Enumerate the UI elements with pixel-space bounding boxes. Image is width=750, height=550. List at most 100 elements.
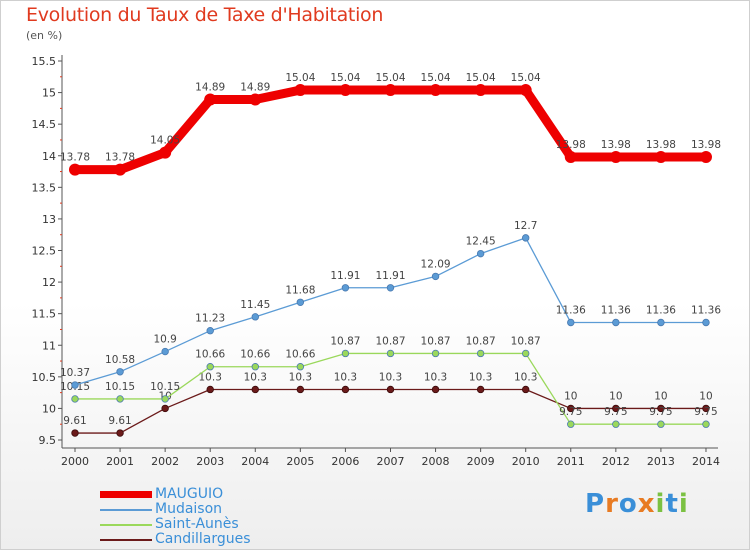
data-point bbox=[114, 163, 127, 176]
y-tick-label: 11.5 bbox=[32, 308, 57, 321]
x-tick-label: 2002 bbox=[151, 455, 179, 468]
data-label: 10.3 bbox=[514, 371, 537, 383]
data-label: 13.78 bbox=[105, 152, 135, 164]
data-point bbox=[159, 146, 172, 159]
y-tick-label: 10 bbox=[42, 402, 56, 415]
data-label: 10.87 bbox=[511, 335, 541, 347]
legend-swatch bbox=[100, 524, 152, 526]
data-point bbox=[161, 404, 169, 413]
logo-letter: r bbox=[605, 489, 619, 519]
x-tick-label: 2007 bbox=[376, 455, 404, 468]
data-label: 9.75 bbox=[649, 406, 672, 418]
logo-letter: x bbox=[637, 489, 656, 519]
data-point bbox=[206, 327, 214, 335]
x-tick-label: 2009 bbox=[467, 455, 495, 468]
y-tick-label: 14.5 bbox=[32, 118, 57, 131]
logo-letter: P bbox=[585, 489, 606, 519]
logo-letter: t bbox=[665, 489, 679, 519]
data-label: 10 bbox=[609, 390, 622, 402]
data-point bbox=[71, 429, 79, 437]
data-label: 9.75 bbox=[604, 406, 627, 418]
data-label: 10.87 bbox=[375, 335, 405, 347]
legend-label: Candillargues bbox=[155, 531, 251, 547]
data-point bbox=[71, 395, 79, 403]
data-label: 15.04 bbox=[375, 72, 405, 84]
x-tick-label: 2008 bbox=[422, 455, 450, 468]
data-point bbox=[654, 151, 667, 164]
data-point bbox=[71, 381, 79, 389]
data-label: 9.75 bbox=[559, 406, 582, 418]
y-tick-label: 13 bbox=[42, 213, 56, 226]
data-point bbox=[429, 84, 442, 97]
data-point bbox=[251, 313, 259, 321]
data-label: 15.04 bbox=[330, 72, 360, 84]
data-point bbox=[702, 318, 710, 327]
y-tick-label: 13.5 bbox=[32, 181, 57, 194]
y-tick-label: 10.5 bbox=[32, 371, 57, 384]
data-point bbox=[69, 163, 81, 176]
data-label: 9.75 bbox=[694, 406, 717, 418]
data-point bbox=[474, 84, 487, 97]
data-point bbox=[116, 429, 124, 437]
data-point bbox=[251, 385, 259, 394]
data-label: 15.04 bbox=[466, 72, 496, 84]
y-tick-label: 14 bbox=[42, 150, 56, 163]
logo-letter: o bbox=[618, 489, 638, 519]
data-point bbox=[386, 385, 395, 394]
x-tick-label: 2014 bbox=[692, 455, 720, 468]
data-label: 10.66 bbox=[240, 349, 270, 361]
data-label: 12.45 bbox=[466, 236, 496, 248]
x-tick-label: 2006 bbox=[331, 455, 359, 468]
data-point bbox=[296, 298, 305, 306]
data-point bbox=[657, 318, 665, 327]
data-label: 10.66 bbox=[195, 349, 225, 361]
data-label: 10.66 bbox=[285, 349, 315, 361]
data-point bbox=[657, 404, 665, 413]
legend-item: Saint-Aunès bbox=[100, 516, 400, 532]
data-label: 15.04 bbox=[421, 72, 451, 84]
data-point bbox=[249, 93, 262, 106]
data-point bbox=[612, 318, 620, 327]
data-label: 10.87 bbox=[330, 335, 360, 347]
data-point bbox=[612, 404, 620, 413]
x-tick-label: 2011 bbox=[557, 455, 585, 468]
data-label: 10 bbox=[564, 390, 577, 402]
x-tick-label: 2013 bbox=[647, 455, 675, 468]
data-label: 11.45 bbox=[240, 299, 270, 311]
legend-swatch bbox=[100, 539, 152, 541]
data-label: 10.3 bbox=[424, 371, 447, 383]
data-label: 10.37 bbox=[60, 367, 90, 379]
data-point bbox=[431, 385, 440, 394]
data-label: 10.15 bbox=[105, 381, 135, 393]
data-point bbox=[522, 234, 530, 242]
data-label: 13.78 bbox=[60, 152, 90, 164]
data-point bbox=[567, 404, 575, 413]
legend-item: Candillargues bbox=[100, 531, 400, 547]
data-label: 10.15 bbox=[150, 381, 180, 393]
data-label: 11.68 bbox=[285, 284, 315, 296]
data-point bbox=[564, 151, 577, 164]
data-label: 10.9 bbox=[153, 334, 176, 346]
data-point bbox=[476, 349, 485, 358]
data-point bbox=[431, 349, 440, 358]
x-tick-label: 2000 bbox=[61, 455, 89, 468]
data-label: 15.04 bbox=[511, 72, 541, 84]
data-label: 14.89 bbox=[240, 82, 270, 94]
data-label: 10 bbox=[699, 390, 712, 402]
data-label: 10.3 bbox=[289, 371, 312, 383]
data-point bbox=[476, 249, 485, 258]
x-tick-label: 2001 bbox=[106, 455, 134, 468]
legend-item: MAUGUIO bbox=[100, 486, 400, 502]
data-point bbox=[206, 363, 214, 371]
data-label: 10.3 bbox=[244, 371, 267, 383]
data-label: 10.87 bbox=[466, 335, 496, 347]
data-point bbox=[476, 385, 485, 394]
data-label: 11.23 bbox=[195, 313, 225, 325]
data-label: 11.36 bbox=[646, 305, 676, 317]
data-label: 12.7 bbox=[514, 220, 537, 232]
data-point bbox=[341, 349, 350, 358]
data-point bbox=[116, 395, 124, 403]
y-tick-label: 9.5 bbox=[39, 434, 57, 447]
data-label: 13.98 bbox=[556, 139, 586, 151]
data-label: 9.61 bbox=[108, 415, 131, 427]
